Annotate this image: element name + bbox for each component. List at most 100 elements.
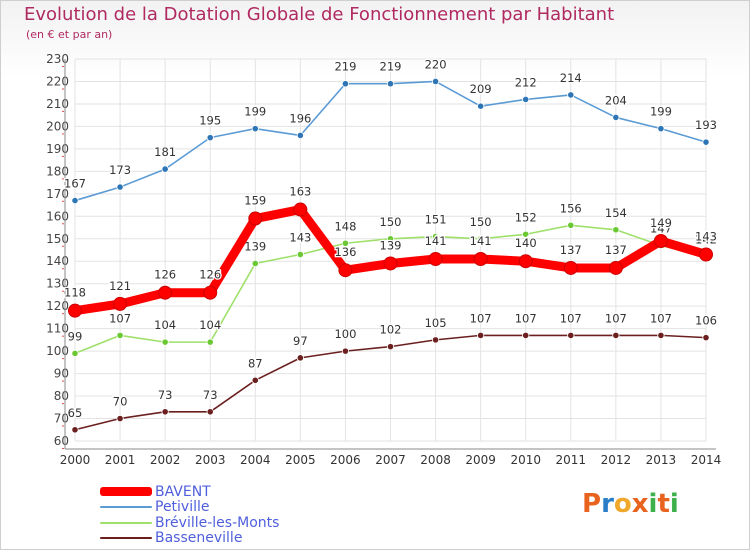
legend-item-basseneville: Basseneville bbox=[100, 530, 279, 547]
data-point-petiville bbox=[251, 125, 259, 133]
x-tick-label: 2011 bbox=[556, 453, 587, 467]
data-label-basseneville: 70 bbox=[113, 395, 128, 409]
data-point-petiville bbox=[386, 80, 395, 88]
y-tick-label: 220 bbox=[46, 74, 69, 88]
data-point-petiville bbox=[567, 91, 575, 99]
data-label-bavent: 141 bbox=[470, 234, 492, 248]
data-label-br-ville-les-monts: 151 bbox=[425, 213, 447, 227]
data-point-br-ville-les-monts bbox=[567, 221, 575, 229]
data-point-br-ville-les-monts bbox=[612, 226, 620, 234]
legend-item-bavent: BAVENT bbox=[100, 484, 279, 500]
data-label-petiville: 196 bbox=[289, 111, 311, 125]
chart-subtitle: (en € et par an) bbox=[26, 28, 113, 41]
data-label-basseneville: 107 bbox=[650, 311, 672, 325]
data-point-petiville bbox=[161, 165, 169, 173]
data-label-bavent: 136 bbox=[334, 245, 356, 259]
data-label-br-ville-les-monts: 147 bbox=[650, 222, 672, 236]
data-point-bavent bbox=[203, 285, 218, 300]
data-point-basseneville bbox=[71, 426, 79, 434]
data-label-bavent: 126 bbox=[154, 268, 176, 282]
data-point-bavent bbox=[338, 263, 353, 278]
data-label-basseneville: 107 bbox=[560, 311, 582, 325]
y-tick-label: 120 bbox=[46, 299, 69, 313]
proxiti-logo: Proxiti bbox=[582, 489, 679, 519]
data-label-bavent: 141 bbox=[425, 234, 447, 248]
x-tick-label: 2013 bbox=[646, 453, 677, 467]
data-label-br-ville-les-monts: 107 bbox=[109, 311, 131, 325]
data-point-bavent bbox=[699, 247, 713, 262]
legend-label-breville: Bréville-les-Monts bbox=[155, 514, 280, 531]
y-tick-label: 230 bbox=[46, 52, 69, 66]
data-point-bavent bbox=[518, 254, 533, 269]
data-label-basseneville: 107 bbox=[605, 311, 627, 325]
data-point-br-ville-les-monts bbox=[386, 235, 395, 243]
data-label-br-ville-les-monts: 99 bbox=[68, 329, 83, 343]
x-tick-label: 2003 bbox=[195, 453, 226, 467]
data-point-bavent bbox=[608, 260, 623, 275]
data-label-bavent: 126 bbox=[199, 268, 221, 282]
data-point-petiville bbox=[702, 138, 710, 146]
legend-label-bavent: BAVENT bbox=[155, 483, 211, 500]
y-tick-label: 80 bbox=[54, 389, 69, 403]
data-label-petiville: 193 bbox=[695, 118, 717, 132]
data-label-petiville: 220 bbox=[425, 57, 447, 71]
data-point-br-ville-les-monts bbox=[341, 239, 350, 247]
data-label-br-ville-les-monts: 104 bbox=[154, 318, 176, 332]
y-tick-label: 160 bbox=[46, 209, 69, 223]
data-point-basseneville bbox=[296, 354, 304, 362]
data-label-bavent: 143 bbox=[695, 229, 717, 243]
data-label-br-ville-les-monts: 139 bbox=[244, 239, 266, 253]
data-label-bavent: 121 bbox=[109, 279, 131, 293]
data-label-basseneville: 73 bbox=[158, 388, 173, 402]
data-point-bavent bbox=[248, 211, 263, 226]
data-point-bavent bbox=[113, 296, 128, 311]
data-point-petiville bbox=[116, 183, 124, 191]
data-label-basseneville: 102 bbox=[380, 323, 402, 337]
data-label-basseneville: 105 bbox=[425, 316, 447, 330]
data-point-br-ville-les-monts bbox=[431, 232, 440, 241]
data-point-petiville bbox=[341, 80, 350, 88]
data-label-basseneville: 107 bbox=[515, 311, 537, 325]
x-tick-label: 2004 bbox=[240, 453, 271, 467]
x-tick-label: 2009 bbox=[465, 453, 496, 467]
y-tick-label: 150 bbox=[46, 232, 69, 246]
y-tick-label: 170 bbox=[46, 187, 69, 201]
x-tick-label: 2002 bbox=[150, 453, 181, 467]
data-point-petiville bbox=[522, 95, 530, 104]
data-point-petiville bbox=[431, 77, 440, 86]
data-label-petiville: 167 bbox=[64, 177, 86, 191]
data-point-basseneville bbox=[522, 331, 530, 339]
data-label-petiville: 199 bbox=[244, 105, 266, 119]
x-tick-label: 2001 bbox=[105, 453, 136, 467]
data-label-br-ville-les-monts: 152 bbox=[515, 210, 537, 224]
data-label-br-ville-les-monts: 142 bbox=[695, 233, 717, 247]
data-point-basseneville bbox=[477, 331, 485, 339]
legend-item-breville: Bréville-les-Monts bbox=[100, 515, 279, 531]
data-point-basseneville bbox=[431, 336, 440, 344]
data-label-br-ville-les-monts: 150 bbox=[380, 215, 402, 229]
data-label-petiville: 199 bbox=[650, 105, 672, 119]
data-label-bavent: 118 bbox=[64, 286, 86, 300]
data-label-petiville: 181 bbox=[154, 145, 176, 159]
data-label-bavent: 139 bbox=[380, 238, 402, 252]
data-label-br-ville-les-monts: 104 bbox=[199, 318, 221, 332]
data-label-bavent: 137 bbox=[605, 243, 627, 257]
data-point-basseneville bbox=[702, 334, 710, 342]
data-label-br-ville-les-monts: 156 bbox=[560, 201, 582, 215]
data-point-basseneville bbox=[206, 408, 214, 416]
legend-label-basseneville: Basseneville bbox=[155, 530, 243, 547]
y-tick-label: 110 bbox=[46, 322, 69, 336]
y-tick-label: 210 bbox=[46, 97, 69, 111]
data-label-petiville: 195 bbox=[199, 114, 221, 128]
y-tick-label: 130 bbox=[46, 277, 69, 291]
legend-item-petiville: Petiville bbox=[100, 499, 279, 515]
data-point-petiville bbox=[296, 131, 304, 139]
data-label-petiville: 214 bbox=[560, 71, 582, 85]
data-label-basseneville: 100 bbox=[334, 327, 356, 341]
data-point-basseneville bbox=[116, 414, 124, 423]
data-label-bavent: 137 bbox=[560, 243, 582, 257]
x-tick-label: 2005 bbox=[285, 453, 316, 467]
data-point-bavent bbox=[158, 285, 173, 300]
